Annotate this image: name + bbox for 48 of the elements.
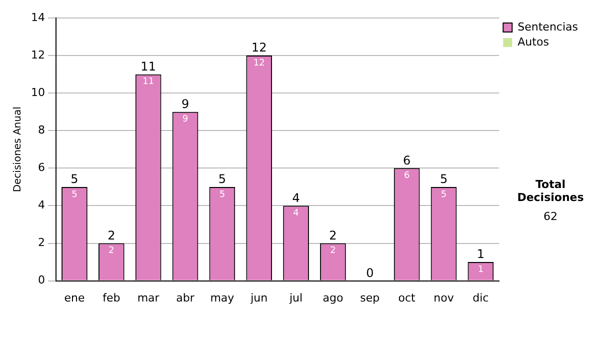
x-tick-label: jun <box>250 291 268 304</box>
y-tick-label: 10 <box>30 86 45 99</box>
x-tick-label: mar <box>137 291 160 304</box>
y-tick-label: 0 <box>38 274 45 287</box>
data-label: 11 <box>142 77 154 88</box>
x-tick-label: ago <box>322 291 344 304</box>
y-tick-label: 12 <box>30 48 45 62</box>
text: 62 <box>542 210 558 223</box>
data-label: 12 <box>253 58 265 68</box>
total-label: 0 <box>366 266 374 280</box>
total-label: 5 <box>218 172 226 186</box>
data-label: 2 <box>330 246 336 256</box>
y-axis-title: Decisiones Anual <box>12 106 24 192</box>
total-label: 1 <box>476 247 485 262</box>
x-tick-label: sep <box>360 291 380 304</box>
text: Total Decisiones <box>516 178 585 204</box>
data-label: 6 <box>404 171 410 182</box>
x-tick-label: feb <box>102 291 120 304</box>
y-tick-label: 2 <box>38 236 45 250</box>
total-label: 11 <box>140 59 156 74</box>
total-label: 4 <box>292 190 300 205</box>
total-label: 5 <box>70 172 78 186</box>
x-tick-label: dic <box>472 291 489 304</box>
total-label: 6 <box>403 153 411 168</box>
x-tick-label: nov <box>434 291 454 304</box>
y-tick-label: 14 <box>30 10 45 24</box>
data-label: 5 <box>440 190 447 200</box>
total-label: 9 <box>181 96 190 111</box>
y-tick-label: 4 <box>38 198 45 212</box>
x-tick-label: jul <box>288 291 303 304</box>
total-label: 5 <box>440 172 448 186</box>
legend-label: Autos <box>518 35 550 48</box>
data-label: 4 <box>293 208 300 219</box>
total-label: 2 <box>108 228 116 242</box>
data-label: 1 <box>478 264 484 275</box>
x-tick-label: may <box>210 291 235 304</box>
x-tick-label: ene <box>64 291 85 304</box>
x-tick-label: oct <box>398 291 416 304</box>
y-tick-label: 6 <box>38 161 45 174</box>
data-label: 2 <box>108 246 114 256</box>
data-label: 5 <box>219 190 226 200</box>
data-label: 5 <box>72 190 78 200</box>
total-label: 12 <box>251 40 267 55</box>
legend-label: Sentencias <box>518 20 578 34</box>
data-label: 9 <box>182 114 188 125</box>
y-tick-label: 8 <box>38 123 45 136</box>
total-label: 2 <box>329 228 337 242</box>
x-tick-label: abr <box>176 291 195 304</box>
